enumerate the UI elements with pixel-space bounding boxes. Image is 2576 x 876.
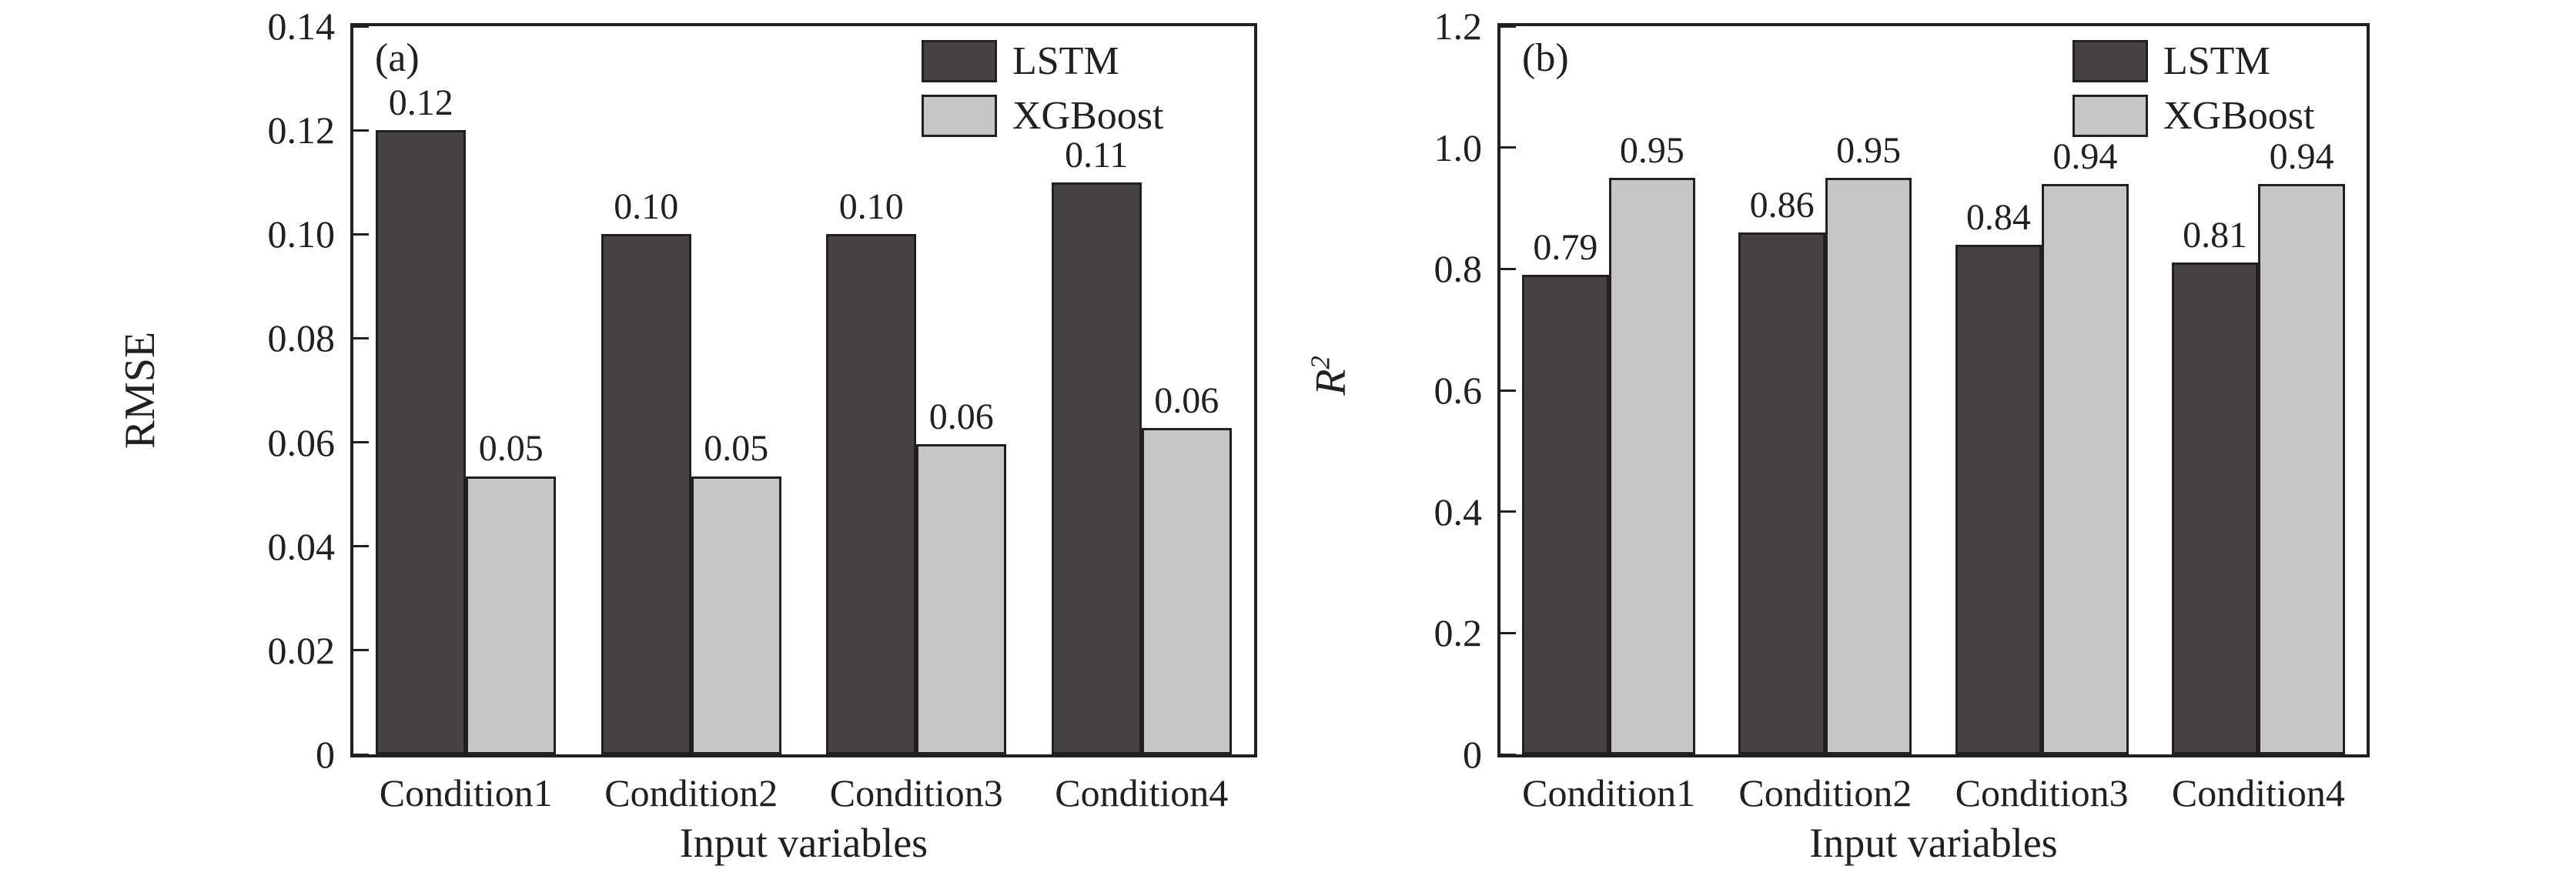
bar-value-label: 0.10 bbox=[614, 186, 679, 228]
y-tick-label: 1.2 bbox=[1434, 5, 1483, 48]
category-label: Condition2 bbox=[1738, 771, 1912, 814]
bar-value-label: 0.05 bbox=[478, 428, 544, 470]
panel-label: (b) bbox=[1522, 36, 1569, 80]
y-tick-label: 0.14 bbox=[267, 5, 336, 48]
bar-lstm-condition3 bbox=[1955, 244, 2042, 754]
legend-item: LSTM bbox=[922, 40, 1163, 82]
bar-lstm-condition1 bbox=[376, 130, 467, 754]
bar-xgboost-condition2 bbox=[691, 476, 781, 754]
y-axis-title: R2 bbox=[1306, 356, 1356, 396]
y-tick-label: 0 bbox=[1463, 733, 1482, 776]
legend-label: LSTM bbox=[1012, 39, 1119, 83]
bar-value-label: 0.79 bbox=[1533, 227, 1598, 269]
bar-xgboost-condition4 bbox=[2258, 183, 2345, 754]
bar-value-label: 0.86 bbox=[1749, 185, 1815, 226]
y-tick-mark bbox=[1500, 389, 1516, 392]
y-axis-title-superscript: 2 bbox=[1305, 356, 1336, 369]
bar-value-label: 0.95 bbox=[1836, 130, 1902, 172]
bar-value-label: 0.81 bbox=[2183, 215, 2248, 256]
panel-label: (a) bbox=[375, 36, 420, 80]
bar-value-label: 0.06 bbox=[928, 396, 994, 437]
y-tick-mark bbox=[353, 336, 369, 339]
y-tick-label: 0.02 bbox=[267, 628, 336, 672]
y-tick-label: 0.04 bbox=[267, 524, 336, 568]
plot-area: (a) 0.12 0.10 0.10 0.11 0.05 0.05 0.06 0.06 LSTM X… bbox=[350, 23, 1257, 757]
bar-lstm-condition2 bbox=[601, 234, 691, 754]
y-tick-mark bbox=[1500, 753, 1516, 756]
y-tick-label: 1.0 bbox=[1434, 125, 1483, 169]
y-tick-mark bbox=[353, 753, 369, 756]
y-tick-mark bbox=[353, 232, 369, 236]
legend-swatch-xgboost bbox=[922, 95, 997, 137]
y-tick-label: 0.10 bbox=[267, 212, 336, 256]
y-tick-label: 0.2 bbox=[1434, 611, 1483, 655]
x-axis-title: Input variables bbox=[1809, 820, 2058, 866]
plot-area: (b) 0.79 0.86 0.84 0.81 0.95 0.95 0.94 0.94 LSTM X… bbox=[1497, 23, 2370, 757]
category-label: Condition3 bbox=[1955, 771, 2129, 814]
bar-xgboost-condition2 bbox=[1825, 178, 1912, 754]
legend-swatch-lstm bbox=[922, 40, 997, 82]
y-tick-mark bbox=[353, 545, 369, 548]
category-label: Condition4 bbox=[2171, 771, 2345, 814]
y-tick-mark bbox=[353, 649, 369, 652]
category-label: Condition3 bbox=[829, 771, 1003, 814]
x-axis-title: Input variables bbox=[679, 820, 928, 866]
legend-swatch-lstm bbox=[2073, 40, 2148, 82]
bar-xgboost-condition3 bbox=[916, 443, 1007, 754]
y-tick-label: 0.8 bbox=[1434, 247, 1483, 291]
bar-value-label: 0.11 bbox=[1065, 134, 1129, 176]
bar-lstm-condition1 bbox=[1522, 275, 1609, 754]
y-tick-label: 0.6 bbox=[1434, 369, 1483, 412]
legend: LSTM XGBoost bbox=[2073, 40, 2314, 137]
y-tick-label: 0.06 bbox=[267, 420, 336, 464]
y-tick-mark bbox=[1500, 631, 1516, 634]
y-tick-mark bbox=[353, 25, 369, 28]
y-tick-mark bbox=[353, 441, 369, 444]
bar-value-label: 0.12 bbox=[388, 82, 453, 124]
legend-label: LSTM bbox=[2163, 39, 2270, 83]
legend-label: XGBoost bbox=[2163, 94, 2315, 138]
bar-xgboost-condition4 bbox=[1141, 428, 1232, 754]
category-label: Condition1 bbox=[379, 771, 553, 814]
y-tick-label: 0.08 bbox=[267, 316, 336, 360]
category-label: Condition1 bbox=[1522, 771, 1696, 814]
bar-xgboost-condition1 bbox=[1608, 178, 1696, 754]
y-tick-mark bbox=[1500, 267, 1516, 270]
y-tick-mark bbox=[1500, 146, 1516, 149]
legend-label: XGBoost bbox=[1012, 94, 1164, 138]
bar-value-label: 0.94 bbox=[2269, 135, 2334, 177]
y-tick-label: 0.12 bbox=[267, 109, 336, 152]
bar-value-label: 0.05 bbox=[704, 428, 769, 470]
legend: LSTM XGBoost bbox=[922, 40, 1163, 137]
bar-xgboost-condition3 bbox=[2042, 183, 2129, 754]
y-tick-label: 0.4 bbox=[1434, 490, 1483, 533]
legend-item: XGBoost bbox=[922, 95, 1163, 137]
bar-value-label: 0.95 bbox=[1619, 130, 1684, 172]
y-tick-label: 0 bbox=[316, 733, 335, 776]
bar-lstm-condition2 bbox=[1738, 232, 1825, 754]
bar-value-label: 0.10 bbox=[838, 186, 904, 228]
bar-lstm-condition4 bbox=[2171, 262, 2259, 754]
y-tick-mark bbox=[1500, 510, 1516, 513]
bar-lstm-condition4 bbox=[1051, 182, 1142, 754]
y-axis-title-text: R bbox=[1306, 369, 1355, 396]
bar-value-label: 0.94 bbox=[2052, 135, 2118, 177]
legend-swatch-xgboost bbox=[2073, 95, 2148, 137]
bar-value-label: 0.84 bbox=[1965, 196, 2031, 238]
category-label: Condition4 bbox=[1055, 771, 1229, 814]
bar-lstm-condition3 bbox=[826, 234, 917, 754]
y-tick-mark bbox=[353, 129, 369, 132]
legend-item: LSTM bbox=[2073, 40, 2314, 82]
y-tick-mark bbox=[1500, 25, 1516, 28]
bar-xgboost-condition1 bbox=[466, 476, 557, 754]
legend-item: XGBoost bbox=[2073, 95, 2314, 137]
bar-value-label: 0.06 bbox=[1154, 380, 1219, 422]
category-label: Condition2 bbox=[604, 771, 778, 814]
